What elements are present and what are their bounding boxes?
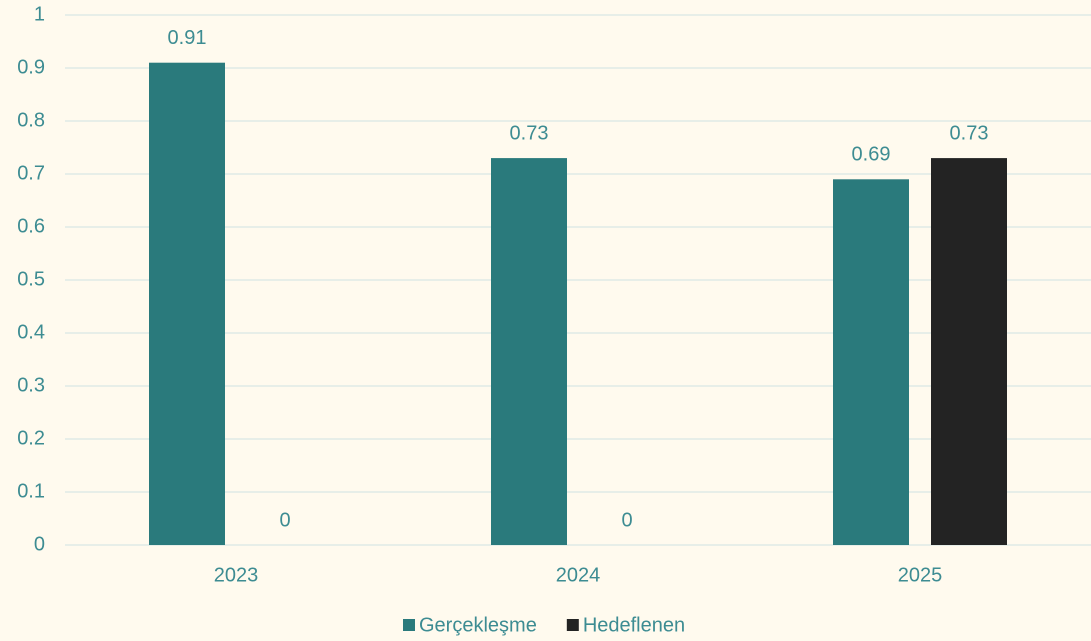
bar xyxy=(833,179,909,546)
data-label: 0.91 xyxy=(168,27,207,49)
bar xyxy=(149,62,225,545)
y-tick-label: 0.6 xyxy=(17,215,45,237)
y-tick-label: 1 xyxy=(34,3,45,25)
y-tick-label: 0.3 xyxy=(17,374,45,396)
y-tick-label: 0.5 xyxy=(17,268,45,290)
legend-label: Gerçekleşme xyxy=(419,614,537,636)
data-label: 0 xyxy=(621,509,632,531)
legend-swatch xyxy=(566,619,579,631)
y-tick-label: 0.8 xyxy=(17,109,45,131)
data-label: 0 xyxy=(279,509,290,531)
legend-swatch xyxy=(403,619,415,631)
y-tick-label: 0.1 xyxy=(17,480,45,502)
x-tick-label: 2024 xyxy=(556,564,601,586)
data-label: 0.69 xyxy=(852,144,891,166)
x-tick-label: 2025 xyxy=(898,564,943,586)
legend-label: Hedeflenen xyxy=(583,614,685,636)
y-tick-label: 0 xyxy=(34,533,45,555)
data-label: 0.73 xyxy=(950,122,989,144)
y-tick-label: 0.4 xyxy=(17,321,45,343)
y-tick-label: 0.7 xyxy=(17,162,45,184)
x-tick-label: 2023 xyxy=(214,564,259,586)
bar xyxy=(491,158,567,545)
bar xyxy=(931,158,1007,545)
data-label: 0.73 xyxy=(510,122,549,144)
y-tick-label: 0.2 xyxy=(17,427,45,449)
y-tick-label: 0.9 xyxy=(17,56,45,78)
